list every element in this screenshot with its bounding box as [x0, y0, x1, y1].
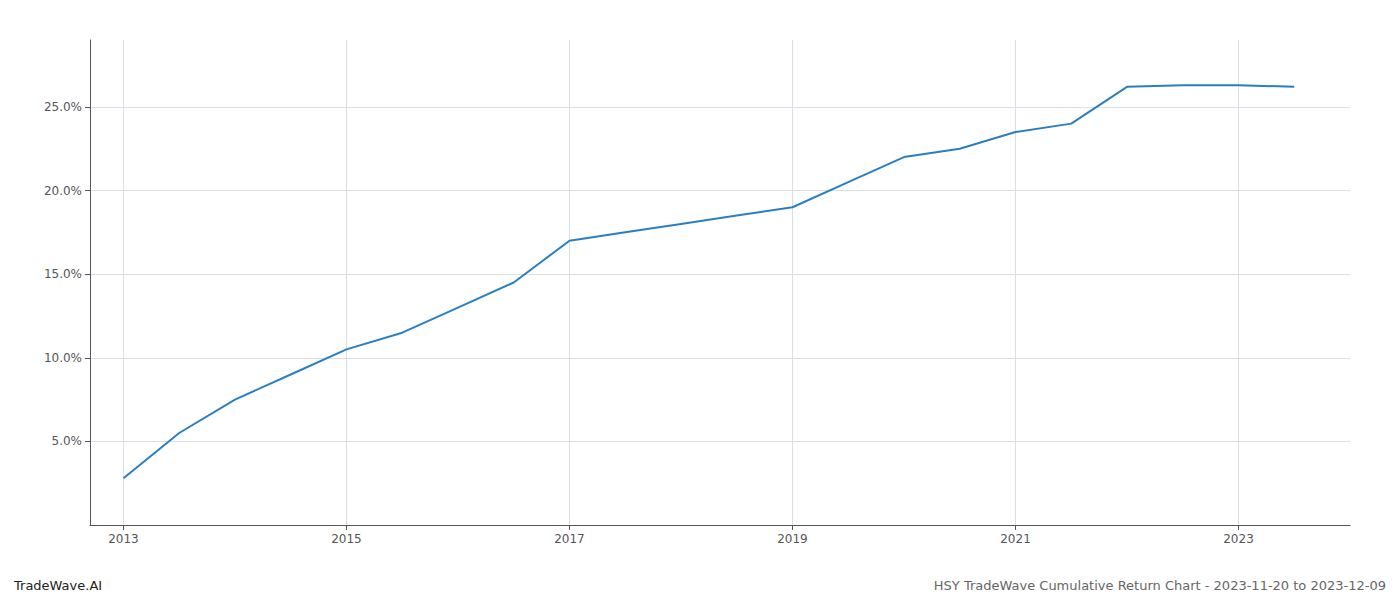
svg-text:HSY TradeWave Cumulative Retur: HSY TradeWave Cumulative Return Chart - … — [934, 578, 1386, 593]
svg-text:2019: 2019 — [777, 532, 808, 546]
svg-text:2017: 2017 — [554, 532, 585, 546]
svg-text:2023: 2023 — [1223, 532, 1254, 546]
svg-text:25.0%: 25.0% — [44, 100, 82, 114]
svg-text:2013: 2013 — [108, 532, 139, 546]
svg-text:10.0%: 10.0% — [44, 351, 82, 365]
svg-text:2021: 2021 — [1000, 532, 1031, 546]
svg-text:2015: 2015 — [331, 532, 362, 546]
svg-text:20.0%: 20.0% — [44, 184, 82, 198]
svg-text:TradeWave.AI: TradeWave.AI — [13, 578, 102, 593]
svg-text:15.0%: 15.0% — [44, 267, 82, 281]
svg-text:5.0%: 5.0% — [52, 434, 83, 448]
